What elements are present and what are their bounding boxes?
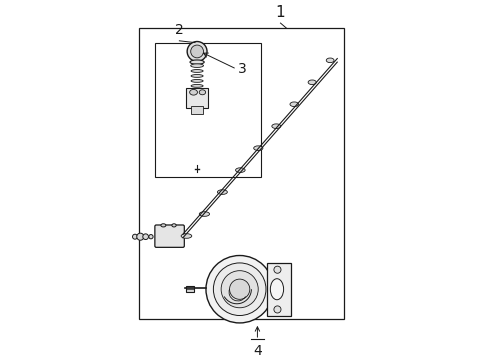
- Ellipse shape: [272, 124, 281, 129]
- Circle shape: [149, 235, 153, 239]
- Circle shape: [187, 41, 207, 62]
- Ellipse shape: [326, 58, 334, 63]
- Circle shape: [229, 279, 250, 299]
- Text: 2: 2: [175, 23, 184, 37]
- Ellipse shape: [308, 80, 316, 85]
- Ellipse shape: [218, 190, 227, 194]
- Circle shape: [274, 266, 281, 273]
- Ellipse shape: [270, 279, 284, 300]
- Circle shape: [137, 233, 144, 240]
- Text: 1: 1: [276, 5, 285, 19]
- Ellipse shape: [172, 224, 176, 227]
- Ellipse shape: [191, 75, 203, 77]
- Ellipse shape: [181, 234, 192, 238]
- Bar: [187, 88, 208, 108]
- Bar: [186, 286, 194, 292]
- Bar: [191, 107, 203, 113]
- Circle shape: [274, 306, 281, 313]
- Text: 4: 4: [253, 343, 262, 357]
- Ellipse shape: [236, 168, 245, 172]
- Circle shape: [143, 234, 148, 239]
- Ellipse shape: [191, 69, 203, 72]
- Ellipse shape: [199, 212, 210, 216]
- FancyBboxPatch shape: [155, 225, 184, 247]
- Ellipse shape: [161, 224, 166, 227]
- Ellipse shape: [199, 90, 206, 95]
- Ellipse shape: [191, 85, 203, 87]
- Ellipse shape: [191, 80, 203, 82]
- Circle shape: [132, 234, 138, 239]
- Bar: [154, 42, 261, 177]
- Ellipse shape: [290, 102, 298, 107]
- Circle shape: [221, 271, 258, 308]
- Bar: [268, 263, 292, 316]
- Ellipse shape: [190, 89, 197, 95]
- Text: 3: 3: [238, 62, 246, 76]
- Bar: [139, 28, 344, 319]
- Ellipse shape: [254, 146, 263, 150]
- Circle shape: [206, 256, 273, 323]
- Circle shape: [213, 263, 266, 315]
- Ellipse shape: [191, 64, 203, 67]
- Circle shape: [191, 45, 203, 58]
- Ellipse shape: [190, 60, 204, 64]
- Ellipse shape: [191, 89, 203, 92]
